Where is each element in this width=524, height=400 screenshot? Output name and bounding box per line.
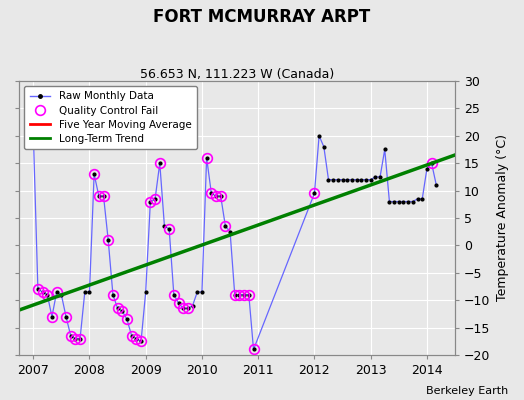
Title: 56.653 N, 111.223 W (Canada): 56.653 N, 111.223 W (Canada) bbox=[140, 68, 334, 81]
Legend: Raw Monthly Data, Quality Control Fail, Five Year Moving Average, Long-Term Tren: Raw Monthly Data, Quality Control Fail, … bbox=[25, 86, 196, 149]
Text: FORT MCMURRAY ARPT: FORT MCMURRAY ARPT bbox=[154, 8, 370, 26]
Text: Berkeley Earth: Berkeley Earth bbox=[426, 386, 508, 396]
Y-axis label: Temperature Anomaly (°C): Temperature Anomaly (°C) bbox=[496, 134, 509, 302]
